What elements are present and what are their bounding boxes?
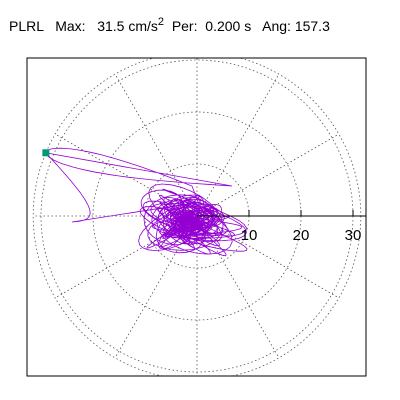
max-value: 31.5	[97, 18, 125, 34]
radial-tick-label-10: 10	[241, 227, 258, 244]
grid-spoke-210	[54, 215, 198, 299]
grid-spoke-30	[196, 133, 340, 217]
radial-tick-labels: 10 20 30	[241, 227, 362, 244]
plot-header: PLRL Max: 31.5 cm/s2 Per: 0.200 s Ang: 1…	[9, 16, 330, 36]
grid-spoke-330	[196, 215, 340, 299]
angle-label: Ang:	[262, 18, 291, 34]
max-unit-exponent: 2	[157, 16, 165, 28]
grid-spoke-240	[114, 215, 198, 359]
station-code: PLRL	[9, 18, 44, 34]
motion-trace-path	[44, 147, 248, 257]
grid-spoke-60	[196, 73, 280, 217]
max-unit: cm/s	[128, 18, 158, 34]
period-label: Per:	[171, 18, 198, 34]
motion-trace	[44, 147, 248, 257]
grid-spoke-150	[54, 133, 198, 217]
peak-marker	[42, 149, 50, 157]
plot-frame	[26, 57, 367, 377]
angle-value: 157.3	[294, 18, 330, 34]
radial-axis	[197, 210, 366, 217]
max-label: Max:	[55, 18, 86, 34]
peak-marker-square	[42, 149, 50, 157]
radial-tick-label-20: 20	[293, 227, 310, 244]
radial-tick-label-30: 30	[345, 227, 362, 244]
period-value: 0.200 s	[205, 18, 252, 34]
grid-spoke-300	[196, 215, 280, 359]
grid-spoke-120	[114, 73, 198, 217]
